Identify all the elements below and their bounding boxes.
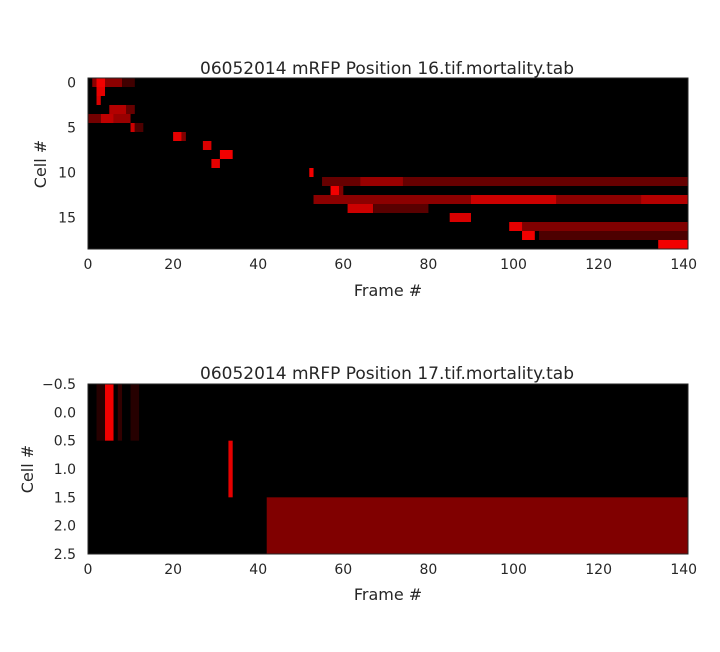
plot-frame [87,77,689,250]
heatmap-cell [109,105,127,114]
heatmap-cell [96,87,106,96]
y-axis-label: Cell # [18,445,37,493]
heatmap-cell [373,204,429,213]
heatmap-cell [126,105,135,114]
heatmap-cell [309,168,314,177]
heatmap-cell [96,384,106,441]
heatmap-cell [339,186,344,195]
heatmap-cell [509,222,688,231]
heatmap-cell [449,213,471,222]
heatmap-cell [470,195,557,204]
y-tick-label: 5 [67,121,76,137]
x-tick-label: 40 [249,562,267,578]
x-tick-label: 20 [164,257,182,273]
y-tick-label: 1.0 [54,462,76,478]
x-tick-label: 0 [84,257,93,273]
chart-position-16: 06052014 mRFP Position 16.tif.mortality.… [31,59,697,300]
heatmap-cell [219,150,233,159]
heatmap-cell [130,384,140,441]
y-axis-ticks: −0.5 0.0 0.5 1.0 1.5 2.0 2.5 [42,377,76,563]
heatmap-cell [134,123,144,132]
y-tick-label: −0.5 [42,377,76,393]
x-tick-label: 100 [500,257,527,273]
x-tick-label: 140 [670,562,697,578]
heatmap-cell [266,497,688,554]
heatmap-cell [130,123,135,132]
heatmap-cell [100,114,114,123]
x-tick-label: 100 [500,562,527,578]
heatmap-cell [122,78,135,87]
heatmap-cell [509,222,523,231]
chart-position-17: 06052014 mRFP Position 17.tif.mortality.… [18,364,697,604]
heatmap-cell [173,132,182,141]
y-tick-label: 2.5 [54,547,76,563]
heatmap-cell [202,141,212,150]
heatmap-cell [322,177,688,186]
x-tick-label: 120 [585,257,612,273]
heatmap-cells [96,384,688,554]
heatmap-cell [641,195,688,204]
y-tick-label: 10 [58,166,76,182]
heatmap-cell [92,78,123,87]
heatmap-cell [181,132,186,141]
heatmap-cell [105,384,114,441]
y-tick-label: 1.5 [54,490,76,506]
heatmap-cell [228,440,233,498]
heatmap-cell [88,114,101,123]
x-tick-label: 20 [164,562,182,578]
heatmap-cell [658,240,688,249]
y-tick-label: 2.0 [54,519,76,535]
y-tick-label: 0.5 [54,434,76,450]
heatmap-cell [539,231,688,240]
x-tick-label: 60 [334,562,352,578]
plot-area [88,78,688,249]
heatmap-cell [117,384,123,441]
x-axis-label: Frame # [354,281,422,300]
x-tick-label: 40 [249,257,267,273]
x-axis-ticks: 0 20 40 60 80 100 120 140 [84,257,698,273]
x-tick-label: 60 [334,257,352,273]
x-tick-label: 80 [420,562,438,578]
heatmap-cell [330,186,340,195]
x-axis-ticks: 0 20 40 60 80 100 120 140 [84,562,698,578]
x-tick-label: 80 [420,257,438,273]
x-tick-label: 0 [84,562,93,578]
heatmap-cell [96,78,106,87]
x-axis-label: Frame # [354,585,422,604]
heatmap-cells [88,78,688,249]
heatmap-cell [347,204,374,213]
chart-title: 06052014 mRFP Position 16.tif.mortality.… [200,59,574,79]
x-tick-label: 120 [585,562,612,578]
heatmap-cell [96,96,101,105]
y-axis-label: Cell # [31,140,50,188]
heatmap-cell [522,231,535,240]
y-tick-label: 15 [58,211,76,227]
chart-title: 06052014 mRFP Position 17.tif.mortality.… [200,364,574,384]
y-axis-ticks: 0 5 10 15 [58,76,76,227]
x-tick-label: 140 [670,257,697,273]
heatmap-cell [211,159,220,168]
y-tick-label: 0.0 [54,405,76,421]
y-tick-label: 0 [67,76,76,92]
heatmap-cell [360,177,403,186]
heatmap-cell [113,114,131,123]
plot-frame [87,383,689,555]
